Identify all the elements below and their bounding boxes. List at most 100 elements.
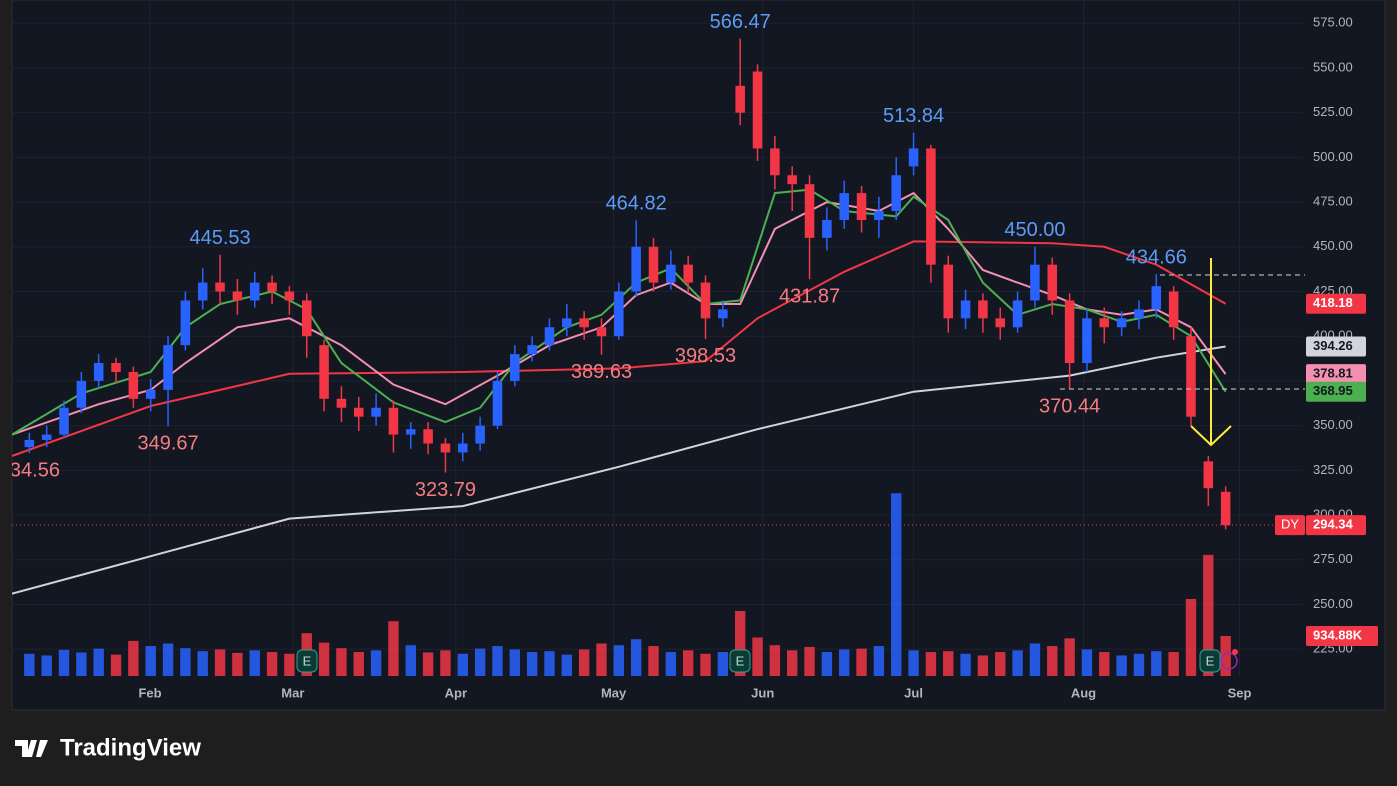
candle-body [1030,264,1040,301]
volume-bar [110,654,122,676]
last-price: 294.34 [1313,517,1354,532]
y-tick-label: 275.00 [1313,551,1353,566]
volume-bar [769,645,781,676]
candle-body [804,184,815,238]
volume-bar [58,649,70,676]
x-tick-label: Mar [281,685,304,700]
volume-bar [821,652,833,676]
candle-body [180,300,191,346]
x-tick-label: Feb [138,685,161,700]
ma-badge [1306,336,1366,357]
low-label: 370.44 [1039,395,1100,417]
volume-bar [249,650,260,676]
candle-body [1012,300,1023,328]
candle-body [93,363,104,381]
candle-body [995,318,1006,328]
candle-body [406,429,416,435]
candle-body [839,193,849,220]
volume-bar [388,621,399,676]
high-label: 513.84 [883,105,944,127]
candle-body [544,327,555,346]
candle-body [631,246,641,292]
brand-name: TradingView [60,734,201,761]
candle-body [1116,318,1127,328]
earnings-icon [296,649,318,673]
volume-bar [93,648,104,676]
earnings-label: E [303,653,312,668]
symbol-label: DY [1281,517,1299,532]
candle-body [1151,286,1162,310]
candle-body [197,282,208,301]
volume-bar [925,652,937,676]
volume-bar [995,652,1006,676]
ma-value: 378.81 [1313,366,1353,381]
candle-body [770,148,780,176]
earnings: E E E [296,649,1238,673]
volume-bar [682,650,694,676]
ma-value: 418.18 [1313,295,1353,310]
volume-layer [24,493,1231,676]
high-label: 566.47 [710,11,771,33]
volume-bar [318,642,330,676]
volume-bar [370,650,382,676]
volume-bar [128,640,139,676]
volume-bar [977,655,989,676]
volume-bar [457,653,468,676]
candle-body [960,300,971,319]
low-label: 323.79 [415,479,476,501]
candle-body [59,407,69,435]
high-label: 445.53 [189,227,250,249]
volume-bar [526,652,538,676]
axes: 225.00250.00275.00300.00325.00350.00375.… [138,15,1378,700]
volume-bar [578,649,590,676]
volume-bar [405,645,416,676]
volume-bar [717,652,729,676]
candle-body [163,345,173,390]
y-tick-label: 550.00 [1313,59,1353,74]
event-dot [1232,649,1238,655]
volume-bar [474,648,486,676]
high-label: 434.66 [1126,247,1187,269]
volume-bar [1047,646,1058,676]
volume-bar [422,652,434,676]
volume-bar [336,648,347,676]
candle-body [683,264,693,283]
grid [12,0,1302,676]
brand-logo [15,740,48,757]
candle-body [458,443,468,453]
candle-body [943,264,954,319]
volume-bar [214,649,226,676]
candle-body [353,407,364,417]
volume-badge [1306,625,1378,646]
y-tick-label: 575.00 [1313,15,1353,30]
candle-body [527,345,537,355]
x-tick-label: Jun [751,685,774,700]
ma-badge [1306,381,1366,402]
candle-body [1064,300,1075,364]
volume-bar [613,645,625,676]
candle-body [492,380,503,426]
candle-body [1134,309,1144,319]
chart-panel [11,0,1386,711]
volume-bar [734,610,746,676]
brand: TradingView [15,734,201,761]
candle-body [267,282,277,292]
x-tick-label: Aug [1071,685,1096,700]
volume-bar [1064,638,1075,676]
volume-bar [197,651,208,676]
volume-label: 934.88K [1313,627,1363,642]
y-tick-label: 525.00 [1313,104,1353,119]
earnings-icon [729,649,751,673]
volume-bar [1116,655,1127,676]
candle-body [1047,264,1058,301]
y-tick-label: 500.00 [1313,149,1353,164]
volume-bar [804,646,815,676]
candle-body [891,175,901,212]
x-tick-label: Jul [904,685,923,700]
candle-body [735,85,745,113]
candle-body [1099,318,1110,328]
candle-body [301,300,312,337]
candle-body [1203,461,1214,489]
y-tick-label: 350.00 [1313,417,1353,432]
